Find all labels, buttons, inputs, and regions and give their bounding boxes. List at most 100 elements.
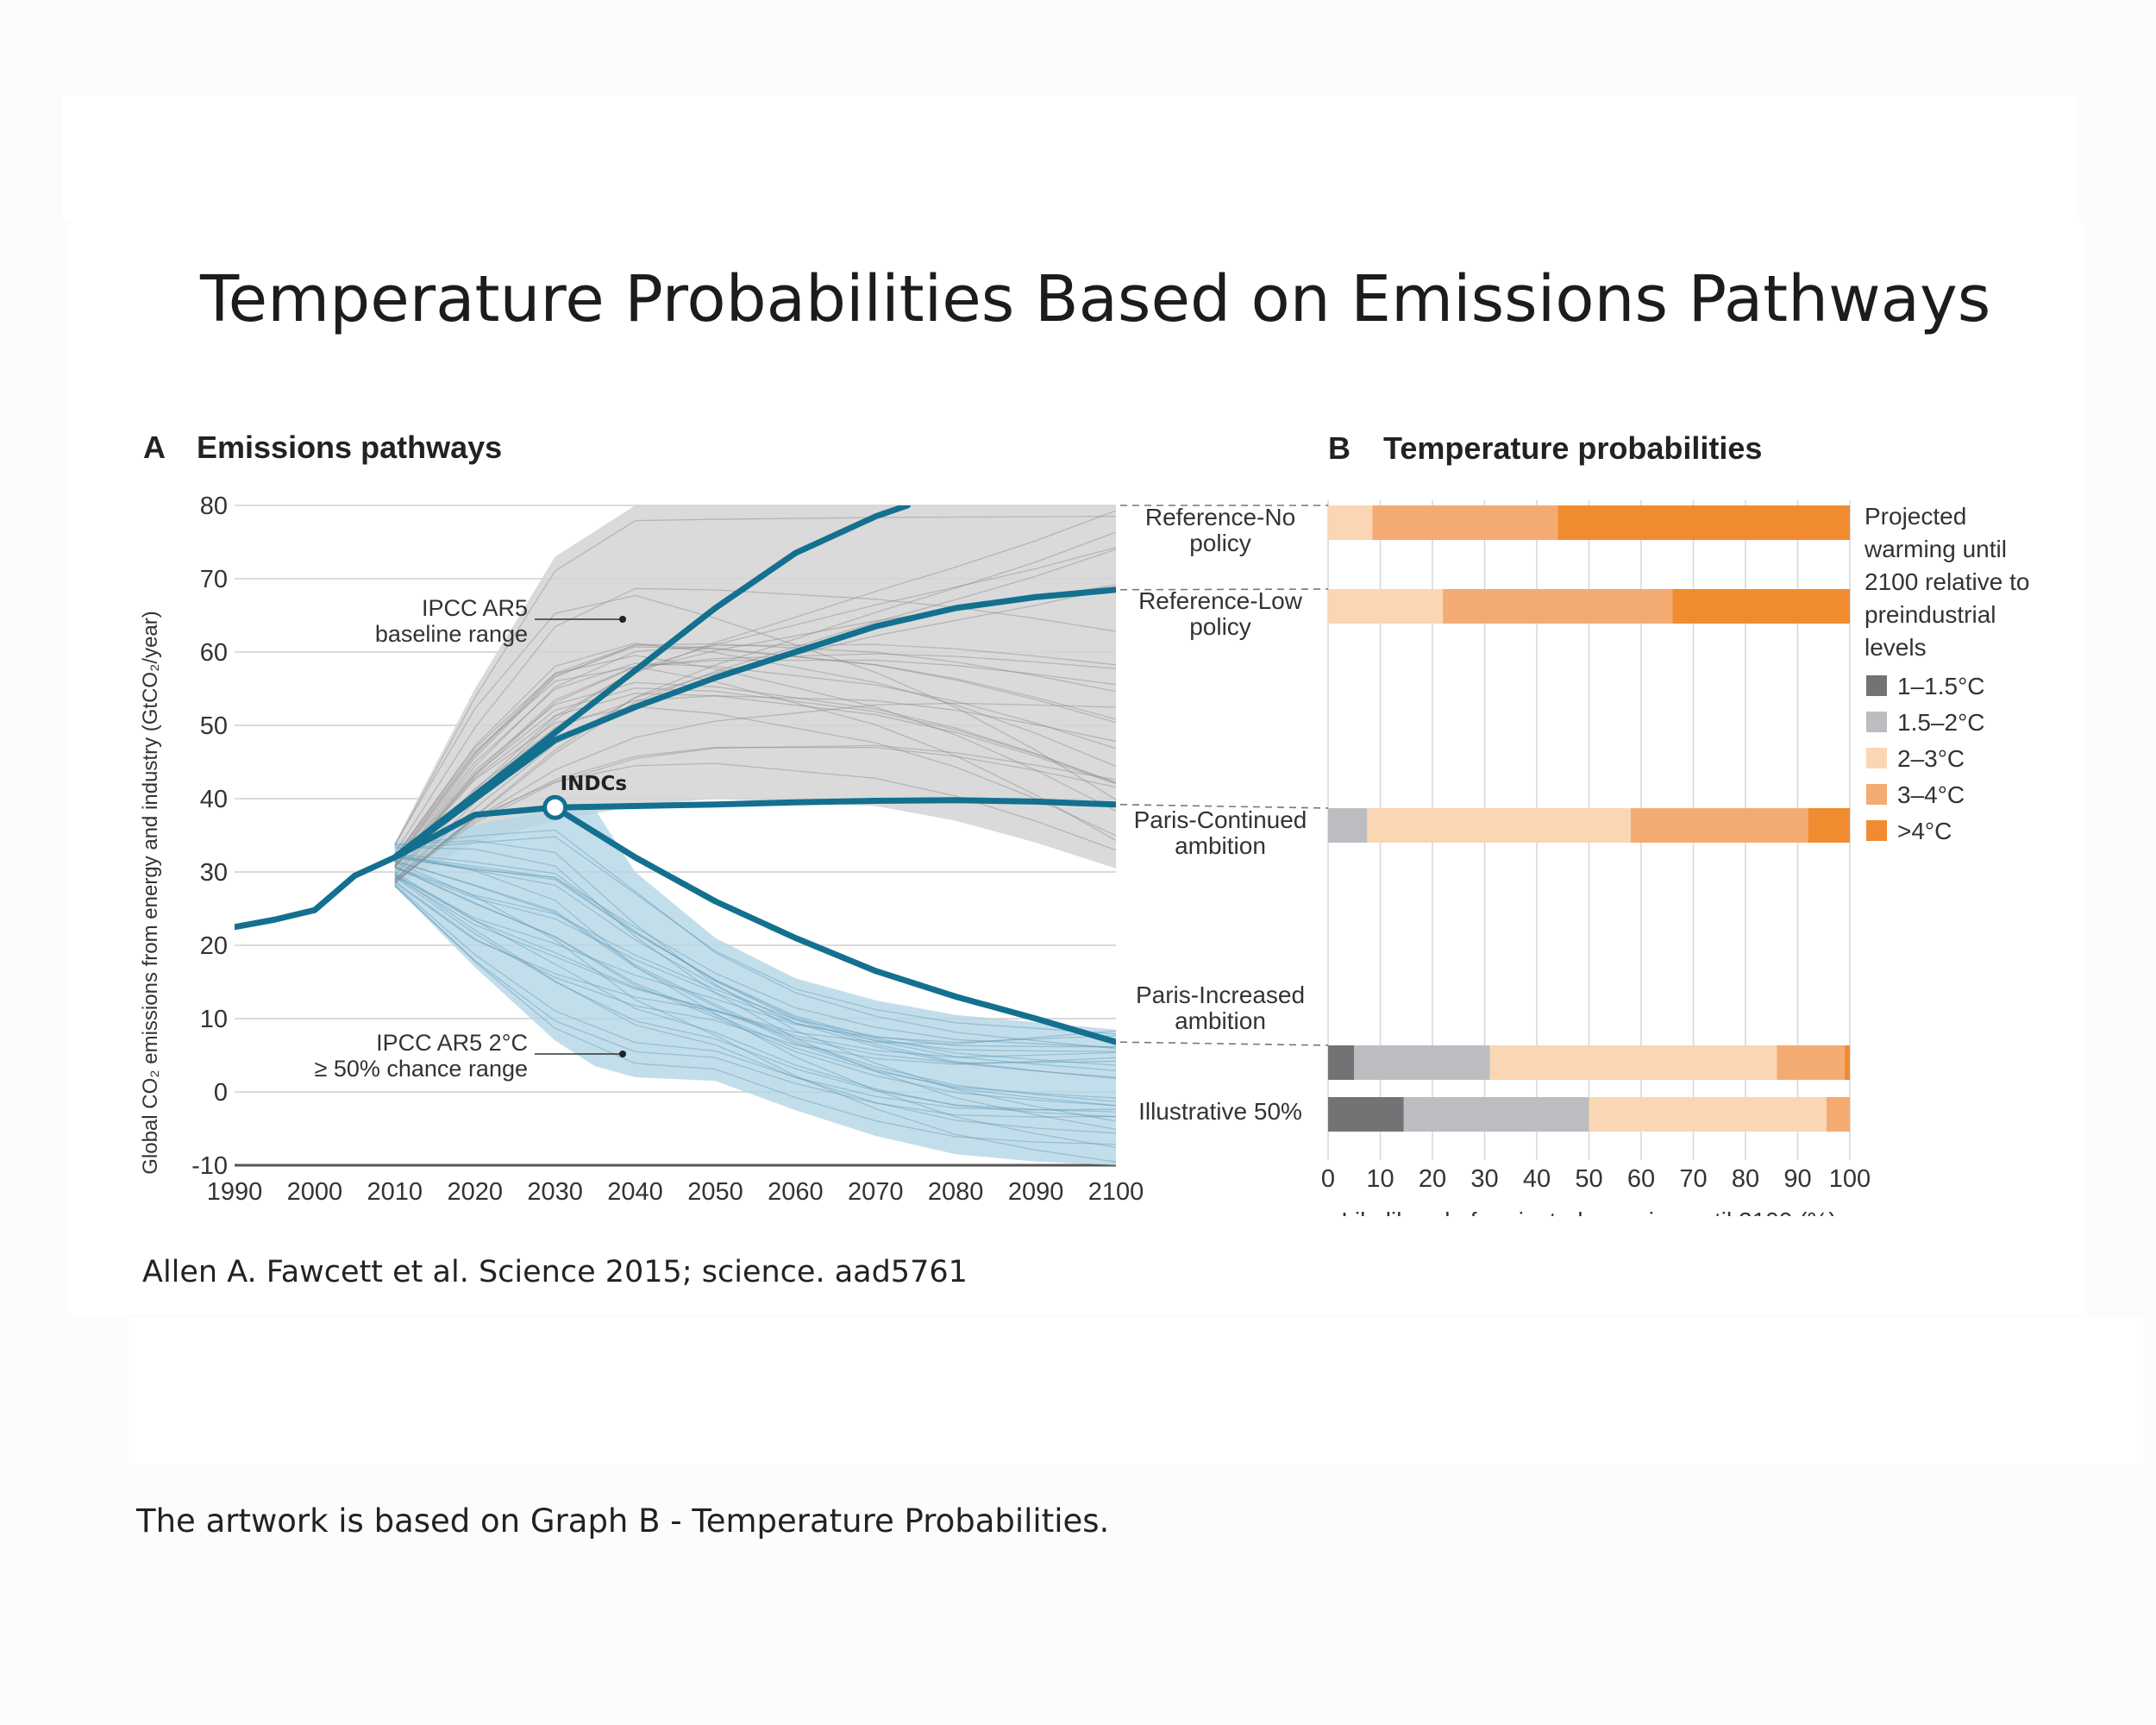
- scenario-trace: [394, 881, 1116, 1065]
- legend-swatch-1-5-2-c: [1866, 712, 1887, 732]
- baseline-annotation-line2: baseline range: [375, 621, 528, 647]
- bar-segment-paris-increased-ambition-1-5-2-c: [1354, 1045, 1490, 1080]
- scenario-trace: [394, 871, 1116, 1118]
- two-degree-range-annotation: IPCC AR5 2°C ≥ 50% chance range: [315, 1030, 626, 1082]
- x-tick-label: 2050: [687, 1178, 743, 1206]
- scenario-trace: [394, 702, 1116, 882]
- connector-dashed-line: [1119, 1041, 1329, 1046]
- scenario-trace: [394, 646, 1116, 862]
- b-x-tick-label: 40: [1523, 1165, 1551, 1193]
- b-x-tick-label: 90: [1783, 1165, 1811, 1193]
- category-label-illustrative-50: Illustrative 50%: [1138, 1098, 1302, 1125]
- y-tick-label: 50: [200, 712, 228, 740]
- x-tick-label: 2000: [287, 1178, 343, 1206]
- scenario-trace: [394, 874, 1116, 1134]
- legend-label-2-3-c: 2–3°C: [1897, 745, 1965, 772]
- artwork-note: The artwork is based on Graph B - Temper…: [136, 1502, 1110, 1540]
- scenario-trace: [394, 881, 1116, 1045]
- category-label-paris-continued-ambition: Paris-Continued: [1134, 806, 1307, 833]
- legend-title-line: 2100 relative to: [1865, 568, 2029, 595]
- scenario-trace: [394, 855, 1116, 1071]
- pathway-reference-no-policy: [392, 505, 911, 861]
- pathway-paris-increased-ambition: [552, 804, 1116, 1045]
- category-label-paris-continued-ambition: ambition: [1175, 832, 1266, 859]
- b-x-tick-label: 70: [1679, 1165, 1707, 1193]
- legend-title-line: warming until: [1864, 536, 2007, 562]
- scenario-trace: [394, 853, 1116, 1148]
- scenario-trace: [394, 549, 1116, 884]
- bar-segment-reference-low-policy-2-3-c: [1328, 589, 1444, 624]
- legend-title-line: levels: [1865, 634, 1927, 661]
- panel-b-title: Temperature probabilities: [1383, 430, 1762, 466]
- figure-panel: A Emissions pathways B Temperature proba…: [129, 423, 2044, 1216]
- scenario-trace: [394, 856, 1116, 1048]
- indc-marker: [542, 794, 568, 820]
- indc-label: INDCs: [561, 773, 627, 795]
- legend-label-1-1-5-c: 1–1.5°C: [1897, 673, 1985, 699]
- scenario-trace: [394, 853, 1116, 1079]
- two-degree-annotation-dot: [619, 1051, 626, 1057]
- b-x-tick-label: 80: [1732, 1165, 1759, 1193]
- band-ipcc-ar5-2-c-50-chance-range: [394, 809, 1116, 1165]
- scenario-trace: [394, 874, 1116, 1044]
- figure-svg: A Emissions pathways B Temperature proba…: [139, 430, 2029, 1216]
- legend-swatch-3-4-c: [1866, 784, 1887, 805]
- bar-segment-illustrative-50-3-4-c: [1826, 1097, 1850, 1132]
- scenario-trace: [394, 706, 1116, 868]
- pathway-paris-continued-ambition: [392, 797, 1116, 861]
- bar-segment-reference-no-policy-4-c: [1557, 505, 1850, 540]
- bar-segment-paris-continued-ambition-2-3-c: [1367, 808, 1631, 843]
- scenario-trace: [394, 874, 1116, 1063]
- legend-label-3-4-c: 3–4°C: [1897, 781, 1965, 808]
- b-x-axis-label: Likelihood of projected warming until 21…: [1341, 1208, 1836, 1216]
- x-tick-label: 2060: [768, 1178, 824, 1206]
- x-tick-label: 2070: [848, 1178, 904, 1206]
- legend-title-line: preindustrial: [1865, 601, 1996, 628]
- scenario-trace: [394, 655, 1116, 858]
- scenario-trace: [394, 587, 1116, 854]
- legend-swatch-4-c: [1866, 820, 1887, 841]
- scenario-trace: [394, 746, 1116, 881]
- category-label-reference-no-policy: Reference-No: [1145, 504, 1295, 530]
- b-x-tick-label: 10: [1366, 1165, 1394, 1193]
- panel-a-y-axis-label: Global CO₂ emissions from energy and ind…: [139, 611, 162, 1175]
- panel-a-title: Emissions pathways: [197, 430, 502, 465]
- y-tick-label: 70: [200, 566, 228, 593]
- bar-segment-illustrative-50-1-1-5-c: [1328, 1097, 1404, 1132]
- bar-segment-illustrative-50-2-3-c: [1589, 1097, 1827, 1132]
- x-tick-label: 2020: [447, 1178, 503, 1206]
- y-tick-label: 10: [200, 1006, 228, 1033]
- scenario-trace: [394, 846, 1116, 1131]
- panel-a-letter: A: [143, 430, 166, 465]
- scenario-trace: [394, 681, 1116, 865]
- category-label-paris-increased-ambition: Paris-Increased: [1136, 982, 1305, 1008]
- b-x-tick-label: 60: [1627, 1165, 1655, 1193]
- scenario-trace: [394, 687, 1116, 867]
- x-tick-label: 2090: [1008, 1178, 1064, 1206]
- scenario-trace: [394, 884, 1116, 1111]
- category-label-reference-low-policy: policy: [1189, 613, 1251, 640]
- panel-a-plot-area: [235, 505, 1116, 1165]
- legend-swatch-2-3-c: [1866, 748, 1887, 768]
- scenario-trace: [394, 762, 1116, 880]
- scenario-trace: [394, 886, 1116, 1118]
- bar-segment-reference-low-policy-4-c: [1672, 589, 1850, 624]
- connector-dashed-line: [1119, 804, 1329, 809]
- category-label-reference-no-policy: policy: [1189, 530, 1251, 556]
- scenario-trace: [394, 695, 1116, 872]
- x-tick-label: 2030: [527, 1178, 583, 1206]
- two-degree-annotation-line1: IPCC AR5 2°C: [376, 1030, 528, 1056]
- scenario-trace: [394, 531, 1116, 884]
- scenario-trace: [394, 653, 1116, 869]
- scenario-trace: [394, 860, 1116, 1102]
- slide-lower-band: [129, 1318, 2143, 1465]
- scenario-trace: [394, 866, 1116, 1048]
- bar-segment-paris-increased-ambition-3-4-c: [1777, 1045, 1845, 1080]
- x-tick-label: 2100: [1088, 1178, 1144, 1206]
- slide-title: Temperature Probabilities Based on Emiss…: [200, 262, 1991, 336]
- b-x-tick-label: 20: [1419, 1165, 1446, 1193]
- scenario-trace: [394, 860, 1116, 1107]
- bar-segment-paris-increased-ambition-4-c: [1844, 1045, 1850, 1080]
- baseline-range-annotation: IPCC AR5 baseline range: [375, 595, 626, 647]
